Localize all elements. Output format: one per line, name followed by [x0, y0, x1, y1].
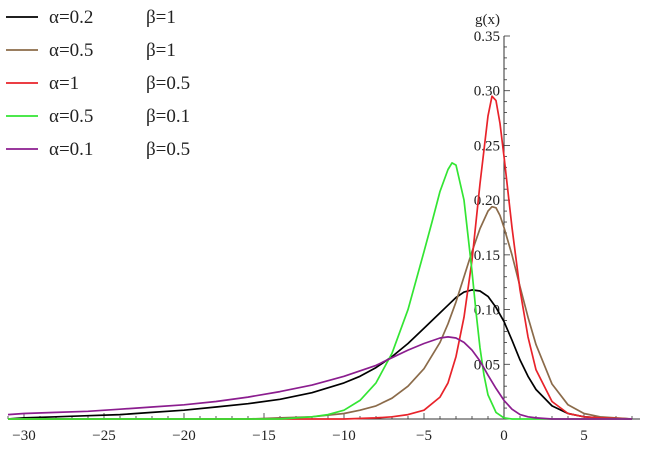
- x-tick-label: −25: [92, 428, 115, 444]
- legend-beta-label: β=0.5: [146, 73, 190, 94]
- x-tick-label: −20: [172, 428, 195, 444]
- series-layer: [7, 95, 633, 420]
- legend-alpha-label: α=0.5: [49, 106, 93, 127]
- series-line-4: [8, 162, 632, 420]
- series-line-3: [8, 95, 633, 420]
- legend-alpha-label: α=0.5: [49, 40, 93, 61]
- y-tick-label: 0.20: [474, 193, 500, 209]
- y-tick-label: 0.10: [474, 303, 500, 319]
- y-tick-label: 0.25: [474, 138, 500, 154]
- x-tick-label: 5: [580, 428, 588, 444]
- x-tick-label: −5: [416, 428, 432, 444]
- legend-beta-label: β=1: [146, 40, 176, 61]
- legend-beta-label: β=0.1: [146, 106, 190, 127]
- legend-alpha-label: α=0.2: [49, 7, 93, 28]
- legend-beta-label: β=1: [146, 7, 176, 28]
- series-line-2: [8, 205, 633, 420]
- x-tick-label: −30: [12, 428, 35, 444]
- y-tick-label: 0.30: [474, 84, 500, 100]
- y-tick-label: 0.05: [474, 357, 500, 373]
- series-line-1: [7, 289, 633, 420]
- legend-alpha-label: α=1: [49, 73, 79, 94]
- legend-beta-label: β=0.5: [146, 139, 190, 160]
- x-tick-label: 0: [500, 428, 508, 444]
- legend-alpha-label: α=0.1: [49, 139, 93, 160]
- y-tick-label: 0.15: [474, 248, 500, 264]
- x-tick-label: −15: [252, 428, 275, 444]
- legend: α=0.2 β=1 α=0.5 β=1 α=1 β=0.5 α=0.5 β=0.1 α=0.1 β…: [6, 7, 190, 160]
- y-tick-label: 0.35: [474, 29, 500, 45]
- series-line-5: [7, 336, 632, 420]
- y-axis-label: g(x): [475, 12, 500, 28]
- x-axis: −30 −25 −20 −15 −10 −5 0 5: [7, 413, 640, 444]
- x-tick-label: −10: [332, 428, 355, 444]
- y-axis: 0.05 0.10 0.15 0.20 0.25 0.30 0.35: [474, 29, 510, 419]
